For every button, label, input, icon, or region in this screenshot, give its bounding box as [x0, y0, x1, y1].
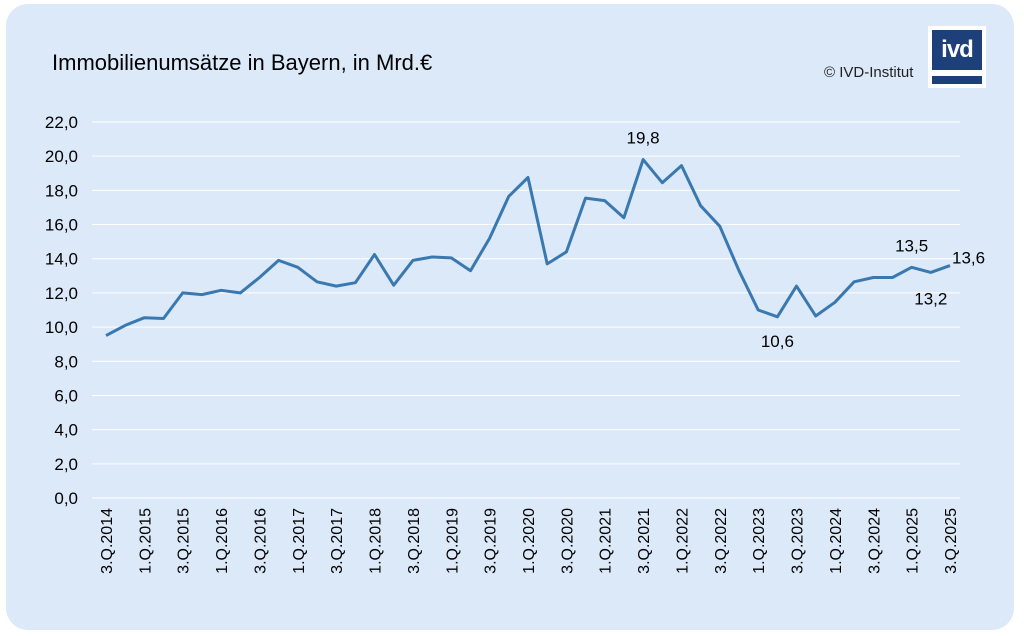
x-axis-ticks: 3.Q.2014 1.Q.2015 3.Q.2015 1.Q.2016 3.Q.2016… [99, 508, 960, 574]
x-tick-label: 3.Q.2015 [176, 508, 193, 574]
x-tick-label: 3.Q.2014 [99, 508, 116, 574]
x-tick-label: 1.Q.2023 [751, 508, 768, 574]
x-tick-label: 1.Q.2017 [291, 508, 308, 574]
chart-background [6, 4, 1014, 630]
data-label: 19,8 [627, 129, 660, 148]
x-tick-label: 3.Q.2023 [790, 508, 807, 574]
chart-title: Immobilienumsätze in Bayern, in Mrd.€ [52, 50, 433, 75]
x-tick-label: 1.Q.2016 [214, 508, 231, 574]
logo-text: ivd [941, 36, 974, 63]
data-label: 13,6 [952, 249, 985, 268]
x-tick-label: 3.Q.2017 [329, 508, 346, 574]
data-labels: 19,8 10,6 13,5 13,2 13,6 [627, 129, 986, 351]
x-tick-label: 1.Q.2025 [905, 508, 922, 574]
data-label: 13,2 [914, 289, 947, 308]
x-tick-label: 1.Q.2018 [368, 508, 385, 574]
x-tick-label: 1.Q.2020 [521, 508, 538, 574]
series-line [105, 158, 951, 337]
y-tick-label: 0,0 [54, 489, 78, 508]
y-tick-label: 10,0 [45, 318, 78, 337]
x-tick-label: 3.Q.2020 [559, 508, 576, 574]
copyright-notice: © IVD-Institut [824, 64, 914, 81]
y-tick-label: 2,0 [54, 455, 78, 474]
x-tick-label: 1.Q.2019 [444, 508, 461, 574]
y-tick-label: 4,0 [54, 421, 78, 440]
ivd-logo: ivd [928, 26, 986, 88]
x-tick-label: 3.Q.2019 [483, 508, 500, 574]
x-tick-label: 3.Q.2016 [252, 508, 269, 574]
data-label: 13,5 [895, 236, 928, 255]
y-tick-label: 22,0 [45, 113, 78, 132]
y-tick-label: 20,0 [45, 147, 78, 166]
x-tick-label: 3.Q.2025 [943, 508, 960, 574]
y-tick-label: 6,0 [54, 386, 78, 405]
x-tick-label: 3.Q.2018 [406, 508, 423, 574]
y-tick-label: 14,0 [45, 250, 78, 269]
x-tick-label: 1.Q.2024 [828, 508, 845, 574]
y-tick-label: 8,0 [54, 352, 78, 371]
y-axis-ticks: 0,0 2,0 4,0 6,0 8,0 10,0 12,0 14,0 16,0 18,0 20,0 2… [45, 113, 78, 508]
x-tick-label: 1.Q.2015 [137, 508, 154, 574]
x-tick-label: 1.Q.2021 [598, 508, 615, 574]
y-tick-label: 16,0 [45, 216, 78, 235]
x-tick-label: 3.Q.2021 [636, 508, 653, 574]
x-tick-label: 3.Q.2022 [713, 508, 730, 574]
x-tick-label: 1.Q.2022 [674, 508, 691, 574]
y-tick-label: 12,0 [45, 284, 78, 303]
y-tick-label: 18,0 [45, 181, 78, 200]
x-tick-label: 3.Q.2024 [866, 508, 883, 574]
data-label: 10,6 [761, 332, 794, 351]
